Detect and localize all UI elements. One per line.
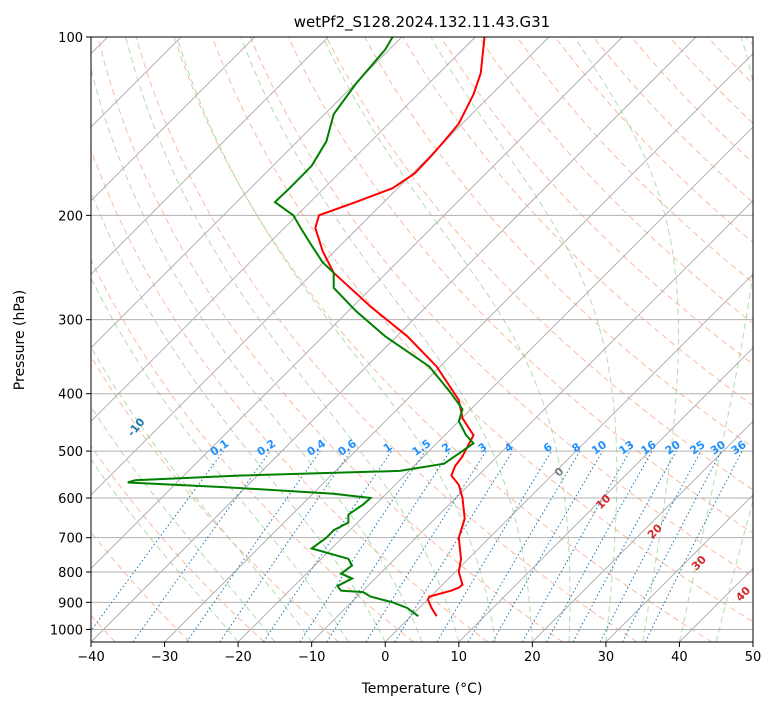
moist-adiabat-line (574, 37, 679, 642)
moist-adiabat-line (91, 458, 239, 642)
y-tick-label: 900 (58, 596, 83, 611)
dry-adiabat-line (91, 258, 414, 642)
mixing-ratio-line (522, 450, 631, 642)
isotherm-line (752, 641, 753, 642)
y-tick-label: 200 (58, 209, 83, 224)
y-tick-label: 300 (58, 314, 83, 329)
axes: −40 −30 −20 −10 0 10 20 30 40 50 100 200 300 400 500 60… (50, 31, 761, 665)
isotherm-line (384, 273, 753, 642)
data-series (127, 37, 486, 618)
grid-lines (91, 37, 753, 642)
isotherm-line (458, 347, 753, 642)
plot-frame (90, 36, 754, 643)
x-tick-label: −10 (298, 650, 325, 665)
y-tick-label: 600 (58, 492, 83, 507)
y-tick-label: 500 (58, 445, 83, 460)
y-tick-label: 800 (58, 566, 83, 581)
dry-adiabat-line (97, 37, 563, 642)
moist-adiabat-line (715, 498, 753, 642)
mixing-ratio-line (326, 450, 451, 642)
isotherm-line (164, 52, 753, 642)
mixing-ratio-line (186, 450, 321, 642)
x-tick-label: 50 (745, 650, 762, 665)
moist-adiabat-line (322, 37, 571, 642)
moist-adiabat-line (678, 37, 753, 642)
x-tick-label: −40 (77, 650, 104, 665)
dry-adiabat-line (135, 37, 638, 642)
mixing-ratio-line (572, 450, 677, 642)
x-tick-label: 40 (671, 650, 688, 665)
x-tick-label: 0 (381, 650, 389, 665)
isotherm-line (311, 199, 753, 642)
isotherm-line (91, 37, 403, 349)
dry-adiabat-line (326, 37, 753, 491)
temperature-line (314, 37, 486, 617)
isotherm-line (91, 37, 476, 423)
mixing-ratio-line (132, 450, 271, 642)
moist-adiabat-line (125, 37, 460, 642)
mixing-ratio-line (394, 450, 514, 642)
x-axis-label: Temperature (°C) (361, 681, 483, 697)
y-tick-label: 1000 (50, 623, 83, 638)
isotherm-line (91, 37, 256, 202)
isotherm-line (605, 494, 753, 642)
mixing-ratio-line (219, 450, 352, 642)
mixing-ratio-line (91, 450, 224, 632)
y-tick-label: 400 (58, 388, 83, 403)
y-tick-label: 100 (58, 31, 83, 46)
y-axis-label: Pressure (hPa) (12, 290, 28, 390)
x-tick-label: −30 (151, 650, 178, 665)
x-tick-label: 30 (598, 650, 615, 665)
x-tick-label: 20 (524, 650, 541, 665)
moist-adiabat-line (91, 405, 276, 642)
moist-adiabat-line (91, 190, 386, 642)
moist-adiabat-line (240, 37, 533, 642)
dry-adiabat-line (173, 37, 713, 642)
x-tick-label: 10 (451, 650, 468, 665)
isotherm-line (91, 37, 623, 570)
dry-adiabat-line (249, 37, 753, 578)
mixing-ratio-line (546, 450, 653, 642)
moist-adiabat-line (176, 37, 497, 642)
mixing-ratio-line (263, 450, 392, 642)
isotherm-line (531, 420, 753, 642)
plot-background (91, 37, 753, 642)
isotherm-line (91, 37, 697, 642)
chart-title: wetPf2_S128.2024.132.11.43.G31 (294, 13, 550, 32)
dry-adiabat-line (287, 37, 753, 534)
dry-adiabat-line (211, 37, 753, 623)
dry-adiabat-line (91, 355, 340, 642)
dry-adiabat-line (91, 445, 265, 642)
mixing-ratio-line (644, 450, 743, 642)
isotherm-line (91, 37, 329, 275)
moist-adiabat-line (91, 66, 423, 642)
isotherm-line (237, 126, 753, 642)
y-tick-label: 700 (58, 532, 83, 547)
x-tick-label: −20 (224, 650, 251, 665)
moist-adiabat-line (430, 37, 618, 642)
dewpoint-line (127, 37, 476, 618)
